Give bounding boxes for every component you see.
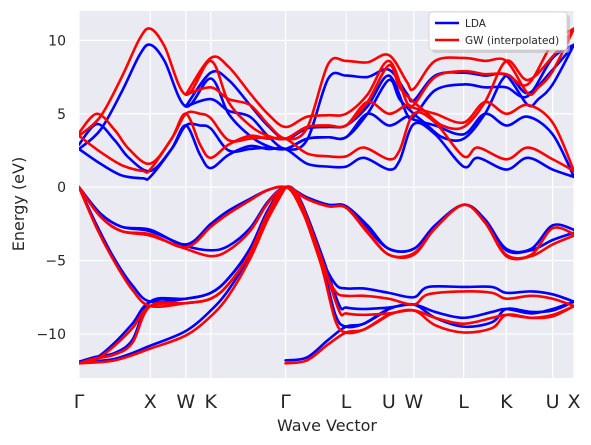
y-tick-label: −10	[36, 327, 66, 343]
x-tick-label: X	[567, 391, 580, 413]
y-tick-label: −5	[45, 254, 66, 270]
gw-band-11	[184, 27, 574, 129]
lda-band-7	[79, 121, 574, 181]
x-tick-label: U	[546, 391, 560, 413]
x-tick-label: L	[341, 391, 352, 413]
x-tick-label: Γ	[280, 391, 291, 413]
x-tick-label: U	[382, 391, 396, 413]
y-tick-labels: 10 5 0 −5 −10	[36, 33, 66, 343]
x-tick-label: L	[458, 391, 469, 413]
x-tick-label: X	[144, 391, 157, 413]
gw-band-7	[79, 110, 574, 174]
x-tick-label: Γ	[74, 391, 85, 413]
legend: LDA GW (interpolated)	[428, 11, 570, 53]
gw-band-4	[284, 313, 391, 365]
legend-label-gw: GW (interpolated)	[465, 35, 559, 47]
gw-band-6	[79, 185, 574, 261]
y-tick-label: 0	[57, 180, 66, 196]
lda-band-4	[284, 307, 391, 362]
band-lines	[79, 27, 574, 365]
x-tick-label: W	[176, 391, 195, 413]
gw-band-3	[79, 185, 287, 365]
lda-band-6	[79, 185, 574, 255]
legend-label-lda: LDA	[465, 18, 487, 30]
x-tick-label: K	[500, 391, 513, 413]
x-tick-label: W	[404, 391, 423, 413]
x-axis-label: Wave Vector	[277, 416, 377, 435]
x-tick-label: K	[205, 391, 218, 413]
legend-box	[428, 11, 568, 51]
y-tick-label: 5	[57, 107, 66, 123]
gw-band-2	[79, 185, 574, 365]
y-axis-label: Energy (eV)	[9, 157, 28, 251]
y-tick-label: 10	[48, 33, 66, 49]
